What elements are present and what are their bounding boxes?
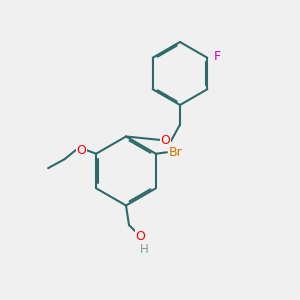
Text: H: H [140, 243, 148, 256]
Text: O: O [76, 144, 86, 157]
Text: O: O [136, 230, 145, 243]
Text: F: F [214, 50, 221, 63]
Text: O: O [161, 134, 170, 148]
Text: Br: Br [169, 146, 182, 159]
